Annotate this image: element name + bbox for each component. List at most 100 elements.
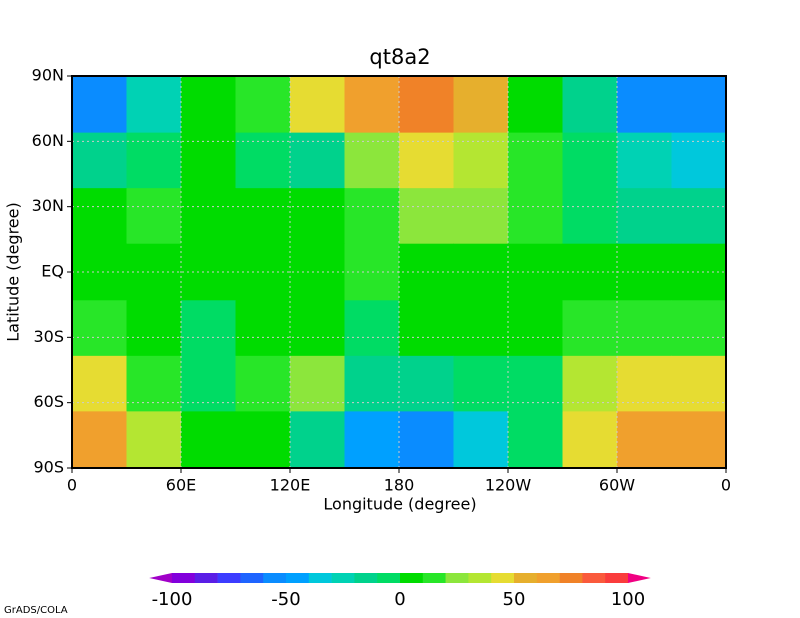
contour-cell (399, 188, 454, 245)
contour-cell (671, 76, 727, 134)
contour-cell (126, 188, 182, 245)
contour-cell (562, 411, 618, 469)
contour-cell (399, 355, 454, 412)
colorbar-box (354, 573, 378, 583)
colorbar-label: -100 (152, 589, 193, 610)
contour-cell (290, 355, 345, 412)
contour-cell (508, 411, 563, 469)
contour-cell (399, 132, 454, 189)
colorbar-label: 100 (611, 589, 645, 610)
contour-cell (562, 188, 618, 245)
contour-cell (235, 76, 291, 134)
x-tick-label: 120W (485, 476, 532, 495)
contour-cell (508, 355, 563, 412)
contour-cell (344, 76, 400, 134)
contour-cell (671, 132, 727, 189)
contour-cell (235, 411, 291, 469)
contour-cell (235, 300, 291, 357)
contour-cell (508, 76, 563, 134)
chart-title: qt8a2 (369, 45, 430, 69)
y-axis-label: Latitude (degree) (4, 202, 23, 342)
colorbar-box (536, 573, 560, 583)
contour-cell (617, 132, 672, 189)
contour-cell (453, 300, 509, 357)
contour-cell (562, 76, 618, 134)
contour-cell (399, 411, 454, 469)
contour-cell (344, 355, 400, 412)
contour-cell (453, 132, 509, 189)
y-tick-label: 90N (32, 66, 64, 85)
contour-cell (562, 243, 618, 301)
contour-cell (181, 411, 236, 469)
colorbar-box (559, 573, 583, 583)
contour-cell (671, 300, 727, 357)
colorbar-label: -50 (271, 589, 300, 610)
contour-cell (399, 76, 454, 134)
contour-cell (344, 188, 400, 245)
contour-cell (562, 300, 618, 357)
colorbar-box (331, 573, 355, 583)
contour-cell (453, 76, 509, 134)
y-tick-label: 30S (33, 327, 64, 346)
colorbar-box (400, 573, 424, 583)
contour-cell (453, 243, 509, 301)
colorbar-box (605, 573, 629, 583)
contour-cell (344, 300, 400, 357)
contour-cell (344, 132, 400, 189)
y-tick-label: 60N (32, 131, 64, 150)
contour-cell (671, 188, 727, 245)
contour-cell (290, 411, 345, 469)
contour-cell (617, 300, 672, 357)
colorbar-box (468, 573, 492, 583)
colorbar-label: 0 (394, 589, 405, 610)
x-tick-label: 120E (270, 476, 311, 495)
contour-cell (235, 132, 291, 189)
contour-cell (508, 243, 563, 301)
contour-cell (617, 76, 672, 134)
contour-cell (126, 355, 182, 412)
contour-cell (72, 132, 127, 189)
colorbar-box (422, 573, 446, 583)
colorbar-box (491, 573, 515, 583)
colorbar-box (263, 573, 287, 583)
contour-cell (72, 355, 127, 412)
colorbar-box (377, 573, 401, 583)
contour-cell (508, 300, 563, 357)
contour-cell (399, 300, 454, 357)
contour-cell (453, 188, 509, 245)
contour-cell (72, 188, 127, 245)
contour-cell (126, 411, 182, 469)
contour-cell (617, 355, 672, 412)
contour-cell (290, 188, 345, 245)
colorbar-box (286, 573, 310, 583)
contour-cell (671, 355, 727, 412)
contour-cell (126, 76, 182, 134)
contour-cell (181, 132, 236, 189)
colorbar-box (582, 573, 606, 583)
colorbar-high (628, 573, 651, 583)
contour-cell (126, 300, 182, 357)
contour-cell (617, 411, 672, 469)
contour-cell (181, 188, 236, 245)
y-tick-label: 60S (33, 392, 64, 411)
x-tick-label: 60W (599, 476, 635, 495)
contour-cell (72, 300, 127, 357)
contour-cell (508, 132, 563, 189)
x-tick-label: 180 (384, 476, 415, 495)
colorbar-box (308, 573, 332, 583)
colorbar-box (514, 573, 538, 583)
contour-cell (453, 355, 509, 412)
colorbar-box (445, 573, 469, 583)
x-tick-label: 0 (721, 476, 731, 495)
contour-cell (72, 411, 127, 469)
colorbar-box (194, 573, 218, 583)
y-tick-label: 90S (33, 458, 64, 477)
contour-cell (617, 188, 672, 245)
contour-cell (235, 355, 291, 412)
colorbar-box (240, 573, 264, 583)
contour-cell (181, 76, 236, 134)
contour-cell (508, 188, 563, 245)
colorbar-label: 50 (503, 589, 526, 610)
plot-frame (71, 75, 727, 469)
